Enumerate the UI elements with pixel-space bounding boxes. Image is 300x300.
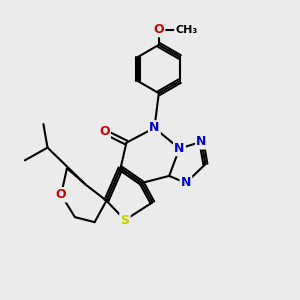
Text: O: O	[99, 125, 110, 138]
Text: O: O	[56, 188, 66, 201]
Text: N: N	[149, 122, 160, 134]
Text: N: N	[174, 142, 184, 155]
Text: N: N	[181, 176, 191, 190]
Text: N: N	[196, 135, 207, 148]
Text: O: O	[154, 23, 164, 36]
Text: S: S	[121, 214, 130, 226]
Text: CH₃: CH₃	[176, 25, 198, 34]
